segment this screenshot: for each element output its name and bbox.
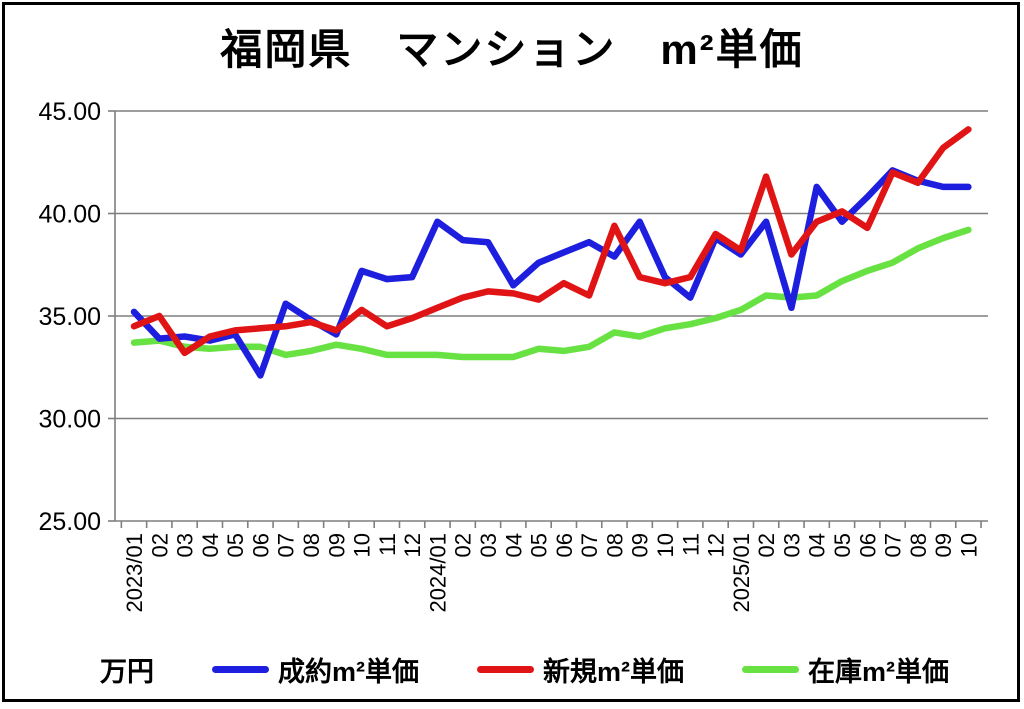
legend-line-blue-icon bbox=[212, 666, 269, 673]
x-axis-label: 06 bbox=[248, 533, 273, 557]
legend: 万円 成約m²単価 新規m²単価 在庫m²単価 bbox=[100, 650, 949, 689]
x-axis-label: 12 bbox=[704, 533, 729, 557]
x-axis-label: 11 bbox=[375, 533, 400, 556]
x-axis-label: 09 bbox=[628, 533, 653, 557]
series-line-seiyaku bbox=[130, 167, 972, 379]
x-axis-label: 03 bbox=[779, 533, 804, 557]
x-axis-label: 04 bbox=[501, 533, 526, 557]
x-axis-label: 10 bbox=[653, 533, 678, 557]
x-axis-label: 07 bbox=[577, 533, 602, 557]
x-axis-label: 12 bbox=[400, 533, 425, 557]
x-axis-label: 02 bbox=[451, 533, 476, 557]
legend-label-zaiko: 在庫m²単価 bbox=[808, 657, 949, 687]
x-axis-label: 04 bbox=[805, 533, 830, 557]
chart-title: 福岡県 マンション m²単価 bbox=[220, 26, 804, 73]
x-axis-label: 05 bbox=[830, 533, 855, 557]
x-axis-label: 04 bbox=[198, 533, 223, 557]
x-axis-label: 05 bbox=[223, 533, 248, 557]
x-axis-label: 07 bbox=[881, 533, 906, 557]
x-axis-label: 03 bbox=[173, 533, 198, 557]
unit-label: 万円 bbox=[100, 657, 154, 687]
y-axis-label: 40.00 bbox=[38, 201, 101, 229]
x-axis-label: 09 bbox=[931, 533, 956, 557]
x-axis-label: 08 bbox=[602, 533, 627, 557]
x-axis-label: 08 bbox=[299, 533, 324, 557]
y-axis-label: 30.00 bbox=[38, 406, 101, 434]
x-axis-label: 06 bbox=[552, 533, 577, 557]
x-axis-label: 06 bbox=[855, 533, 880, 557]
x-axis-label: 2025/01 bbox=[729, 533, 754, 613]
y-axis-label: 45.00 bbox=[38, 98, 101, 126]
x-axis-label: 2023/01 bbox=[122, 533, 147, 613]
legend-item-seiyaku: 成約m²単価 bbox=[212, 650, 419, 689]
x-axis-label: 10 bbox=[956, 533, 981, 557]
series-line-zaiko bbox=[130, 226, 972, 361]
x-axis-label: 10 bbox=[350, 533, 375, 557]
legend-item-zaiko: 在庫m²単価 bbox=[742, 650, 949, 689]
legend-line-green-icon bbox=[742, 666, 799, 673]
y-axis-label: 35.00 bbox=[38, 303, 101, 331]
x-axis-label: 02 bbox=[147, 533, 172, 557]
x-axis-label: 02 bbox=[754, 533, 779, 557]
x-axis-label: 09 bbox=[324, 533, 349, 557]
legend-line-red-icon bbox=[477, 666, 534, 673]
x-axis-label: 2024/01 bbox=[425, 533, 450, 613]
x-axis-label: 05 bbox=[527, 533, 552, 557]
x-axis-label: 11 bbox=[678, 533, 703, 556]
y-axis-label: 25.00 bbox=[38, 508, 101, 536]
x-axis-label: 03 bbox=[476, 533, 501, 557]
x-axis-label: 07 bbox=[274, 533, 299, 557]
x-axis-label: 08 bbox=[906, 533, 931, 557]
series-line-shinki bbox=[130, 126, 972, 357]
legend-label-shinki: 新規m²単価 bbox=[543, 657, 684, 687]
legend-item-shinki: 新規m²単価 bbox=[477, 650, 684, 689]
legend-label-seiyaku: 成約m²単価 bbox=[278, 657, 419, 687]
